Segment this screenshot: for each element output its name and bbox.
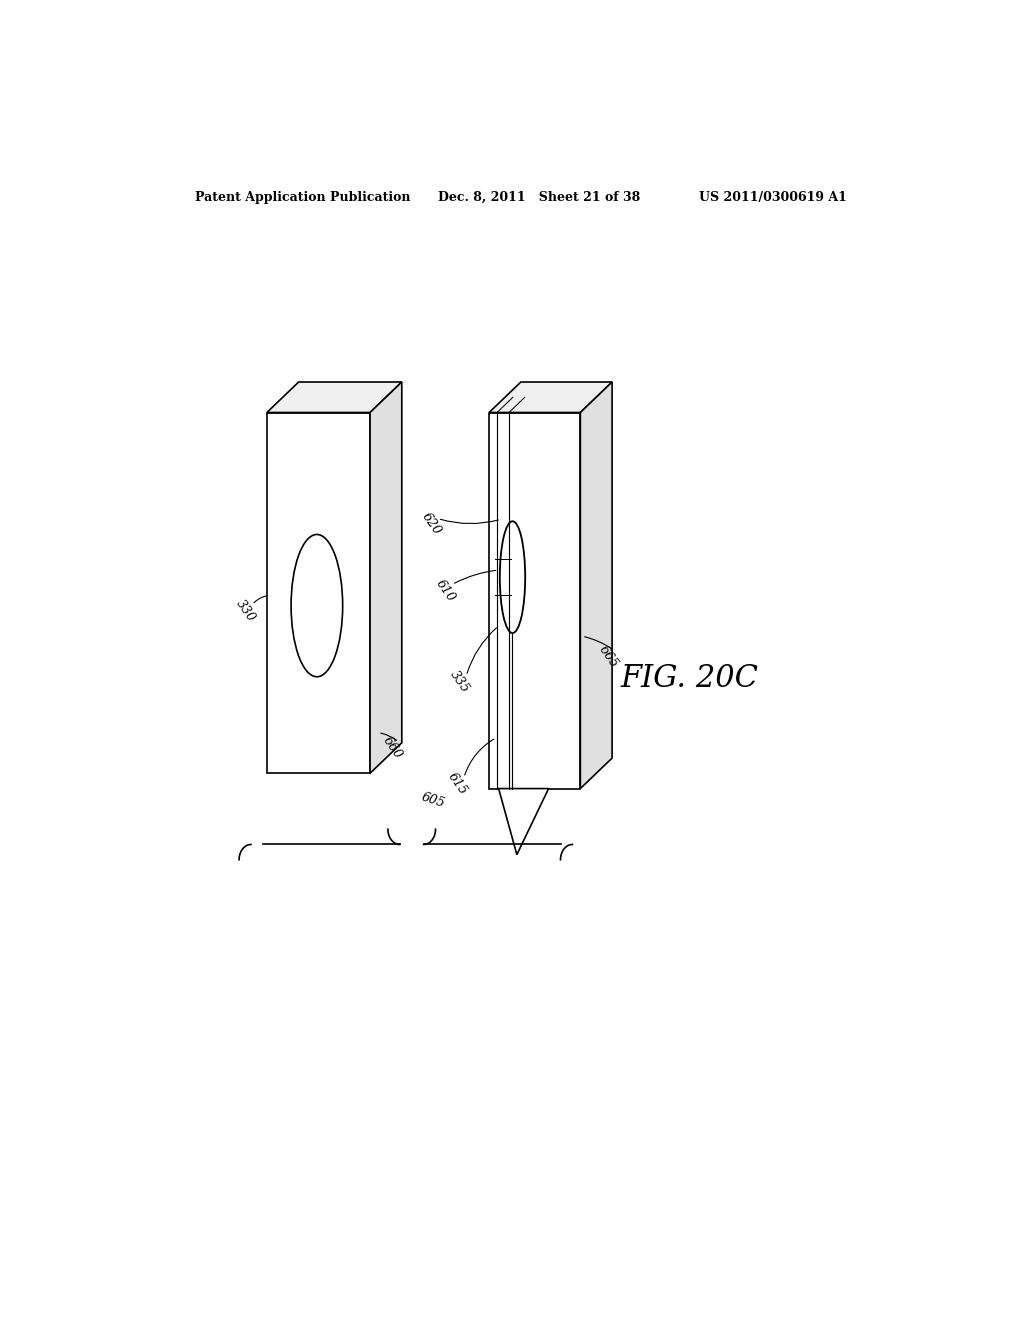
Text: FIG. 20C: FIG. 20C (620, 663, 758, 694)
Polygon shape (489, 412, 581, 788)
Polygon shape (581, 381, 612, 788)
Polygon shape (489, 381, 612, 412)
Text: 660: 660 (380, 734, 404, 762)
Text: Patent Application Publication: Patent Application Publication (196, 191, 411, 203)
Polygon shape (370, 381, 401, 774)
Text: 605: 605 (420, 791, 446, 810)
Text: 620: 620 (419, 511, 443, 537)
Text: 610: 610 (433, 577, 458, 605)
Polygon shape (267, 381, 401, 412)
Text: 665: 665 (596, 643, 621, 671)
Polygon shape (499, 788, 549, 854)
Text: US 2011/0300619 A1: US 2011/0300619 A1 (699, 191, 847, 203)
Text: 330: 330 (233, 597, 258, 624)
Polygon shape (267, 412, 370, 774)
Text: 335: 335 (447, 668, 472, 696)
Text: 615: 615 (445, 770, 470, 797)
Text: Dec. 8, 2011   Sheet 21 of 38: Dec. 8, 2011 Sheet 21 of 38 (437, 191, 640, 203)
